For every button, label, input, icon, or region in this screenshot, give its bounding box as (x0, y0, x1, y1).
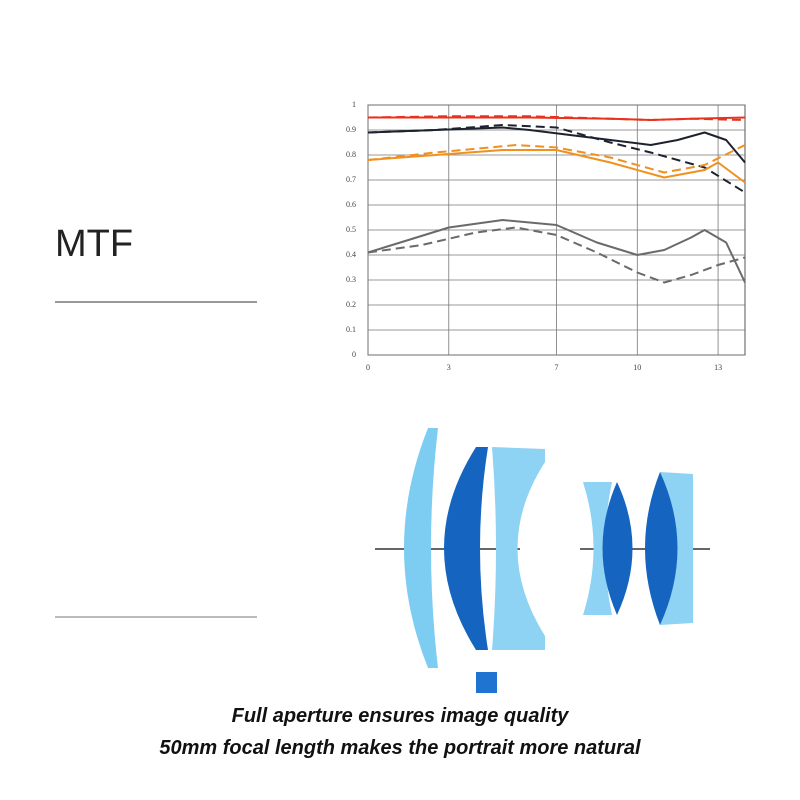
lens (404, 428, 438, 668)
mtf-chart: 00.10.20.30.40.50.60.70.80.910 3 7 10 13 (346, 100, 746, 372)
mtf-curve (367, 124, 746, 194)
mtf-curve (367, 126, 746, 164)
caption: 50mm focal length makes the portrait mor… (159, 737, 641, 759)
x-tick-label: 13 (714, 363, 722, 372)
lens (492, 447, 545, 650)
y-tick-label: 0.4 (346, 250, 356, 259)
y-tick-label: 0.1 (346, 325, 356, 334)
lens (444, 447, 488, 650)
caption: Full aperture ensures image quality (232, 705, 570, 727)
y-tick-label: 0.8 (346, 150, 356, 159)
x-tick-label: 0 (366, 363, 370, 372)
y-tick-label: 0.5 (346, 225, 356, 234)
x-tick-label: 10 (633, 363, 641, 372)
heading: MTF (55, 223, 133, 265)
y-tick-label: 0 (352, 350, 356, 359)
lens-diagram (375, 428, 710, 693)
y-tick-label: 0.3 (346, 275, 356, 284)
mtf-curve (367, 149, 746, 184)
x-tick-label: 7 (555, 363, 559, 372)
y-tick-label: 0.7 (346, 175, 356, 184)
x-tick-label: 3 (447, 363, 451, 372)
lens (645, 472, 678, 625)
aperture (476, 672, 497, 693)
y-tick-label: 1 (352, 100, 356, 109)
lens (583, 482, 612, 615)
mtf-curve (367, 226, 746, 284)
y-tick-label: 0.9 (346, 125, 356, 134)
lens (602, 482, 633, 615)
y-tick-label: 0.2 (346, 300, 356, 309)
mtf-curve (367, 144, 746, 174)
mtf-curve (367, 115, 746, 121)
mtf-curve (367, 219, 746, 283)
y-tick-label: 0.6 (346, 200, 356, 209)
